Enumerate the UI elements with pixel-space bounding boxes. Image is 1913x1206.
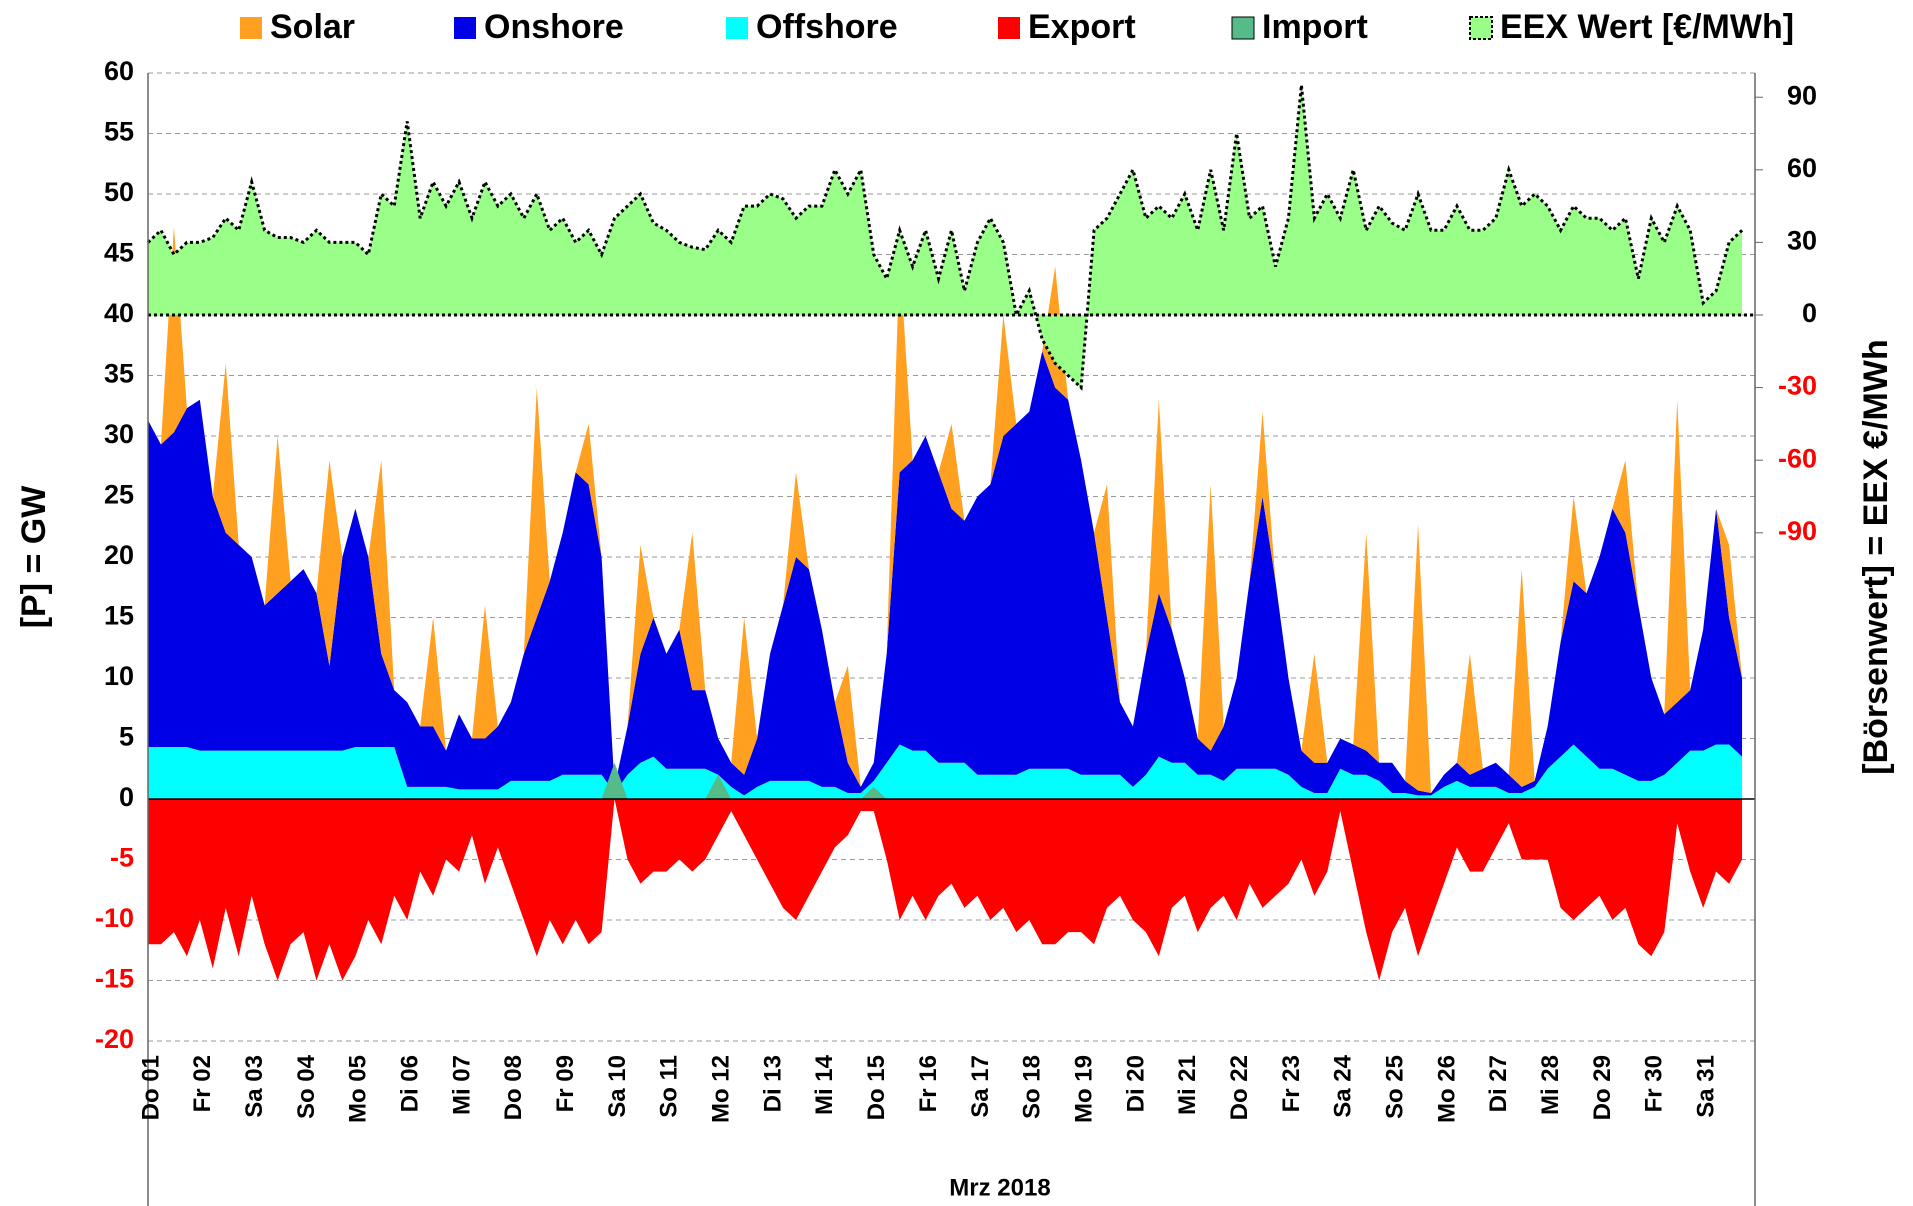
y2-axis-title: [Börsenwert] = EEX €/MWh [1857,339,1895,774]
y-tick-label: -10 [95,903,134,933]
x-tick-label: Mo 19 [1070,1055,1097,1123]
x-tick-label: So 11 [656,1055,683,1118]
y2-tick-label: -60 [1778,443,1817,473]
area [148,85,1743,388]
x-tick-label: Sa 17 [967,1055,994,1118]
x-tick-label: Do 01 [137,1055,164,1120]
y-tick-label: 5 [119,722,134,752]
x-tick-label: Mi 07 [448,1055,475,1115]
x-tick-label: Sa 24 [1330,1054,1357,1117]
legend-swatch [1469,16,1493,40]
x-tick-label: Mi 21 [1174,1055,1201,1115]
y-axis-title: [P] = GW [15,485,53,629]
legend-swatch [1231,16,1255,40]
x-tick-label: Sa 10 [604,1055,631,1118]
x-tick-label: Mo 05 [345,1055,372,1123]
x-tick-label: Fr 23 [1278,1055,1305,1112]
y-tick-label: 40 [104,298,134,328]
x-tick-label: So 25 [1381,1055,1408,1119]
x-tick-label: Mi 14 [811,1054,838,1115]
x-tick-label: So 04 [293,1054,320,1119]
x-tick-label: Di 27 [1485,1055,1512,1112]
x-tick-label: Do 15 [863,1055,890,1120]
area [148,744,1743,799]
legend-swatch [726,17,748,39]
x-tick-label: Do 22 [1226,1055,1253,1120]
y-tick-label: 30 [104,419,134,449]
y-tick-label: -15 [95,964,134,994]
legend-label: Onshore [484,8,624,46]
x-tick-label: Fr 16 [915,1055,942,1112]
x-tick-label: Do 29 [1589,1055,1616,1120]
x-tick-label: Di 06 [397,1055,424,1112]
legend-label: Import [1262,8,1368,46]
y-tick-label: 55 [104,117,134,147]
y-tick-label: 50 [104,177,134,207]
price-line [146,84,1744,391]
y2-tick-label: 60 [1787,153,1817,183]
legend-label: Solar [270,8,355,46]
legend-label: EEX Wert [€/MWh] [1500,8,1794,46]
y-tick-label: 10 [104,661,134,691]
y-tick-label: 15 [104,601,134,631]
x-tick-label: So 18 [1019,1055,1046,1119]
legend-swatch [998,17,1020,39]
x-tick-label: Mo 12 [708,1055,735,1123]
area [148,799,1743,981]
x-tick-label: Fr 30 [1641,1055,1668,1112]
y-tick-label: 35 [104,359,134,389]
y2-tick-label: -30 [1778,371,1817,401]
x-tick-label: Sa 31 [1693,1055,1720,1118]
y-tick-label: 25 [104,480,134,510]
y2-tick-label: 90 [1787,80,1817,110]
area [148,351,1743,796]
x-axis-title: Mrz 2018 [949,1174,1050,1201]
legend-swatch [454,17,476,39]
x-tick-label: Fr 09 [552,1055,579,1112]
y-tick-label: -5 [110,843,134,873]
x-tick-label: Mi 28 [1537,1055,1564,1115]
series-layers [148,85,1743,981]
x-tick-label: Di 13 [759,1055,786,1112]
x-tick-label: Fr 02 [189,1055,216,1112]
y-tick-label: 60 [104,56,134,86]
x-tick-label: Di 20 [1122,1055,1149,1112]
legend-swatch [240,17,262,39]
y-tick-label: 45 [104,238,134,268]
y2-tick-label: 30 [1787,226,1817,256]
x-tick-label: Do 08 [500,1055,527,1120]
legend-label: Offshore [756,8,898,46]
y2-tick-label: -90 [1778,516,1817,546]
y-tick-label: 0 [119,782,134,812]
y-tick-label: -20 [95,1024,134,1054]
x-tick-label: Mo 26 [1433,1055,1460,1123]
legend-label: Export [1028,8,1136,46]
y2-tick-label: 0 [1802,298,1817,328]
y-tick-label: 20 [104,540,134,570]
x-tick-label: Sa 03 [241,1055,268,1118]
